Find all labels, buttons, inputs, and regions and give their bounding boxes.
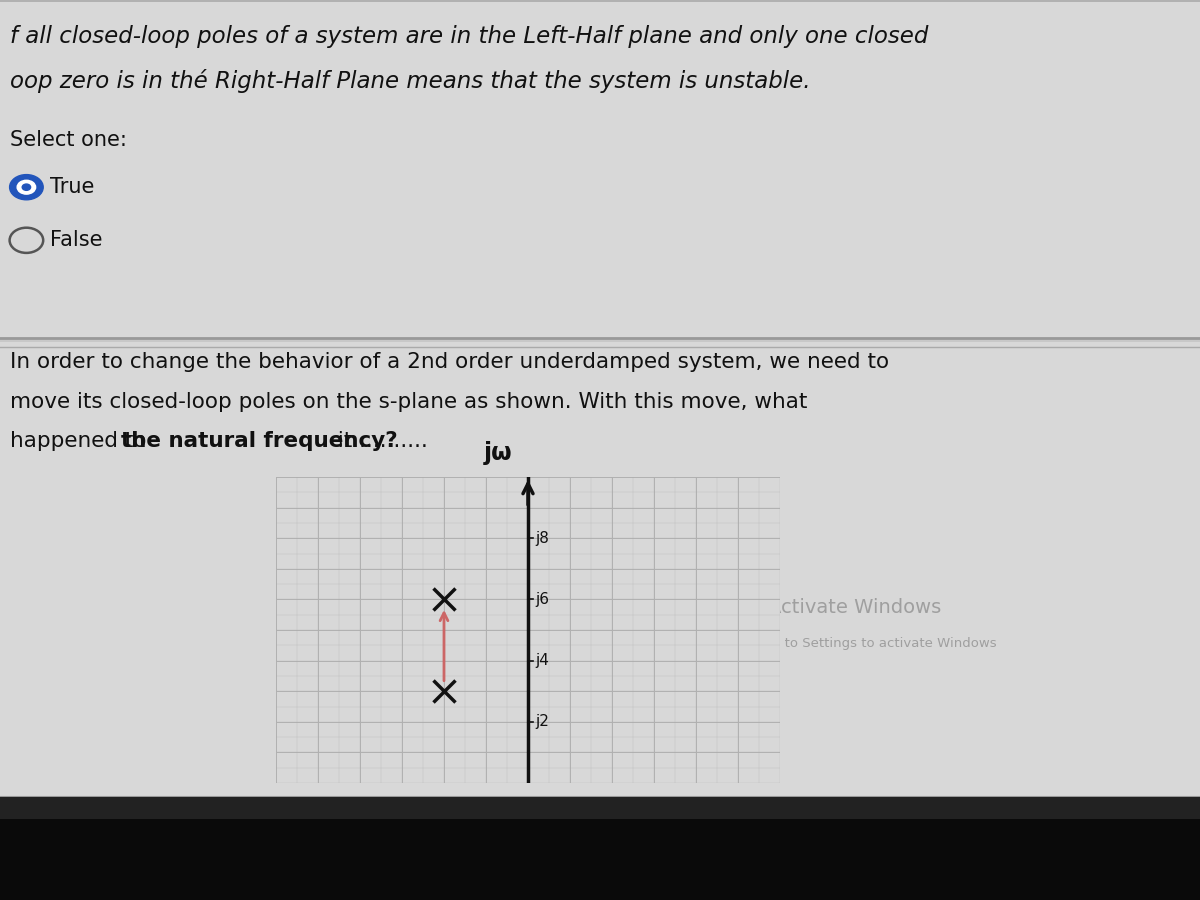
Text: j6: j6	[535, 592, 550, 607]
Text: In order to change the behavior of a 2nd order underdamped system, we need to: In order to change the behavior of a 2nd…	[10, 352, 889, 372]
FancyBboxPatch shape	[0, 796, 1200, 900]
Text: move its closed-loop poles on the s-plane as shown. With this move, what: move its closed-loop poles on the s-plan…	[10, 392, 806, 412]
FancyBboxPatch shape	[0, 819, 1200, 900]
FancyBboxPatch shape	[0, 0, 1200, 338]
Text: Select one:: Select one:	[10, 130, 126, 149]
Circle shape	[22, 184, 31, 190]
Text: 4/20/2021: 4/20/2021	[1050, 861, 1126, 877]
Text: j4: j4	[535, 653, 550, 668]
Text: f all closed-loop poles of a system are in the Left-Half plane and only one clos: f all closed-loop poles of a system are …	[10, 24, 928, 48]
Text: Activate Windows: Activate Windows	[768, 598, 941, 617]
Text: happened to: happened to	[10, 431, 152, 451]
Text: j2: j2	[535, 715, 550, 729]
Circle shape	[10, 175, 43, 200]
Text: Go to Settings to activate Windows: Go to Settings to activate Windows	[762, 637, 997, 650]
Text: jω: jω	[484, 441, 512, 465]
Text: the natural frequency?: the natural frequency?	[121, 431, 398, 451]
Text: False: False	[50, 230, 103, 250]
Text: 1:58 AM: 1:58 AM	[1050, 820, 1110, 835]
Text: oop zero is in thé Right-Half Plane means that the system is unstable.: oop zero is in thé Right-Half Plane mean…	[10, 69, 810, 93]
Circle shape	[17, 180, 36, 194]
FancyBboxPatch shape	[0, 342, 1200, 796]
Text: j8: j8	[535, 531, 550, 545]
Text: it ..........: it ..........	[331, 431, 428, 451]
Text: ▲  ■  ⇒  ◄)) ENG: ▲ ■ ⇒ ◄)) ENG	[888, 841, 1012, 856]
Text: True: True	[50, 177, 95, 197]
